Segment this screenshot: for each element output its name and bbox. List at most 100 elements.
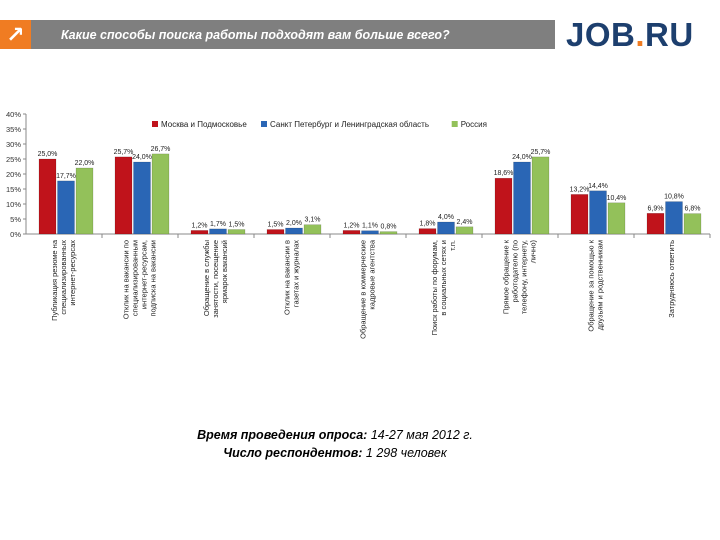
category-label-line: интернет-ресурсам, xyxy=(139,240,148,309)
bar xyxy=(379,231,398,235)
bar-data-label: 13,2% xyxy=(570,186,590,193)
bar-data-label: 1,5% xyxy=(229,222,245,229)
header-bar: ↗ Какие способы поиска работы подходят в… xyxy=(0,20,555,49)
category-label-line: Публикация резюме на xyxy=(50,239,59,321)
job-ru-logo: JOB.RU xyxy=(566,16,694,54)
bar-data-label: 1,8% xyxy=(420,221,436,228)
legend-entry: Москва и Подмосковье xyxy=(161,120,247,129)
bar xyxy=(683,213,702,235)
bar xyxy=(531,156,550,235)
category-label-line: лично) xyxy=(528,240,537,264)
bar-data-label: 2,0% xyxy=(286,220,302,227)
bar-data-label: 6,8% xyxy=(685,206,701,213)
bar-data-label: 17,7% xyxy=(56,173,76,180)
bar xyxy=(646,213,665,235)
bar-data-label: 22,0% xyxy=(75,160,95,167)
survey-bar-chart: 0% 5% 10% 15% 20% 25% 30% 35% 40% Москва и Подмос… xyxy=(6,110,711,339)
bar-data-label: 0,8% xyxy=(381,224,397,231)
category-label-line: Затрудняюсь ответить xyxy=(667,240,676,318)
category-label-line: Отклик на вакансии в xyxy=(282,240,291,315)
category-label: Обращение в коммерческиекадровые агентст… xyxy=(358,239,376,339)
category-label-line: подписка на вакансии xyxy=(148,240,157,317)
bar xyxy=(665,201,683,235)
category-label-line: Обращение в службы xyxy=(202,240,211,316)
bar-data-label: 14,4% xyxy=(588,183,608,190)
category-label: Затрудняюсь ответить xyxy=(667,240,676,318)
arrow-up-right-icon: ↗ xyxy=(0,20,31,49)
bar-data-label: 24,0% xyxy=(512,154,532,161)
bar-data-label: 3,1% xyxy=(305,217,321,224)
category-label: Обращение за помощью кдрузьям и родствен… xyxy=(586,239,604,331)
legend-swatch xyxy=(451,121,458,127)
bar-data-label: 25,7% xyxy=(114,149,134,156)
category-label-line: Поиск работы по форумам, xyxy=(430,240,439,335)
page-title: Какие способы поиска работы подходят вам… xyxy=(61,27,450,42)
category-label-line: телефону, интернету, xyxy=(519,240,528,314)
bar xyxy=(607,202,626,235)
category-label: Отклик на вакансии поспециализированными… xyxy=(121,240,157,319)
survey-date-value: 14-27 мая 2012 г. xyxy=(370,428,473,442)
y-tick-label: 5% xyxy=(10,215,21,224)
bar xyxy=(361,230,379,235)
bar xyxy=(437,221,455,235)
category-label: Публикация резюме наспециализированныхин… xyxy=(50,239,77,321)
survey-date-note: Время проведения опроса: 14-27 мая 2012 … xyxy=(0,428,695,442)
bar xyxy=(114,156,133,235)
bar-data-label: 1,7% xyxy=(210,221,226,228)
logo-part-job: JOB xyxy=(566,16,636,53)
category-label: Поиск работы по форумам,в социальных сет… xyxy=(430,240,457,335)
bar-data-label: 1,2% xyxy=(192,222,208,229)
bar-data-label: 4,0% xyxy=(438,214,454,221)
bar-data-label: 25,0% xyxy=(38,151,58,158)
bar xyxy=(38,158,57,235)
bar xyxy=(570,194,589,235)
respondents-label: Число респондентов: xyxy=(223,446,363,460)
category-label-line: работодателю (по xyxy=(510,240,519,302)
bar xyxy=(266,229,285,235)
category-label-line: Прямое обращение к xyxy=(501,239,510,314)
bar-data-label: 6,9% xyxy=(648,205,664,212)
category-label-line: друзьям и родственникам xyxy=(595,240,604,330)
category-label-line: т.п. xyxy=(448,240,457,251)
bar xyxy=(589,190,607,235)
category-label-line: ярмарок вакансий xyxy=(220,240,229,303)
bar-data-label: 18,6% xyxy=(494,170,514,177)
category-label-line: газетах и журналах xyxy=(291,240,300,307)
respondents-note: Число респондентов: 1 298 человек xyxy=(0,446,695,460)
y-tick-label: 15% xyxy=(6,185,21,194)
category-label-line: Обращение за помощью к xyxy=(586,239,595,331)
bar-data-label: 1,5% xyxy=(268,222,284,229)
category-label-line: Отклик на вакансии по xyxy=(121,240,130,319)
logo-part-ru: RU xyxy=(645,16,694,53)
category-label-line: Обращение в коммерческие xyxy=(358,240,367,339)
bar xyxy=(190,230,209,235)
y-tick-label: 10% xyxy=(6,200,21,209)
legend-swatch xyxy=(261,121,267,127)
category-label-line: специализированных xyxy=(59,240,68,315)
survey-date-label: Время проведения опроса: xyxy=(197,428,368,442)
category-label: Прямое обращение кработодателю (потелефо… xyxy=(501,239,537,314)
bar-data-label: 1,1% xyxy=(362,223,378,230)
category-label-line: в социальных сетях и xyxy=(439,240,448,316)
bar xyxy=(209,228,227,235)
bar xyxy=(75,167,94,235)
bar xyxy=(133,161,151,235)
bar-data-label: 24,0% xyxy=(132,154,152,161)
bar-data-label: 2,4% xyxy=(457,219,473,226)
legend-entry: Россия xyxy=(461,120,487,129)
category-label: Отклик на вакансии вгазетах и журналах xyxy=(282,240,300,315)
bar xyxy=(418,228,437,235)
bar xyxy=(342,230,361,235)
bar xyxy=(303,224,322,235)
bar-data-label: 10,8% xyxy=(664,194,684,201)
y-tick-label: 40% xyxy=(6,110,21,119)
y-tick-label: 25% xyxy=(6,155,21,164)
category-label-line: кадровые агентства xyxy=(367,239,376,309)
bar xyxy=(151,153,170,235)
bar xyxy=(494,177,513,235)
category-label-line: занятости, посещение xyxy=(211,240,220,318)
bar-data-label: 26,7% xyxy=(151,146,171,153)
legend-swatch xyxy=(152,121,158,127)
logo-dot: . xyxy=(635,16,646,53)
bar-data-label: 25,7% xyxy=(531,149,551,156)
